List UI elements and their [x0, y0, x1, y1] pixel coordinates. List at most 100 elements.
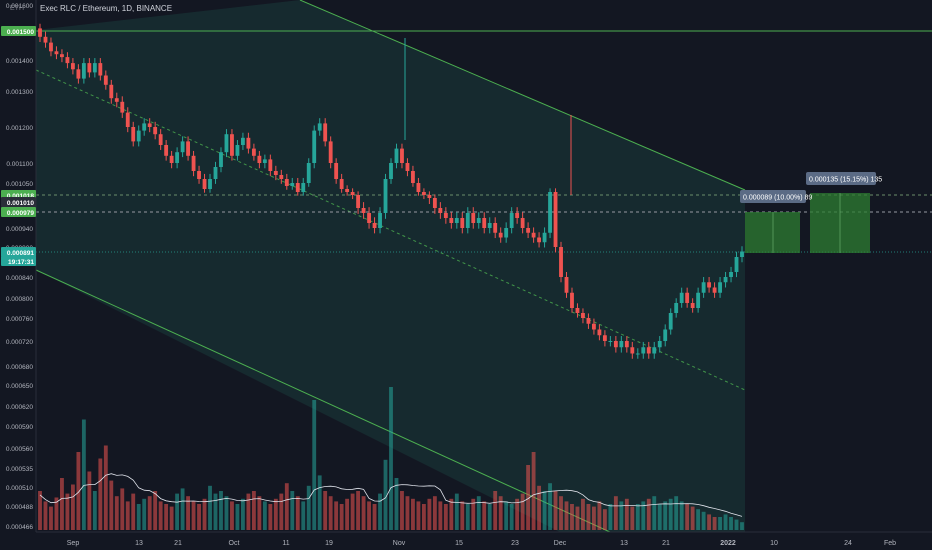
y-tick-label: 0.000488 [6, 504, 33, 511]
candle-11 [98, 63, 103, 76]
candle-74 [443, 213, 448, 218]
volume-bar-76 [454, 493, 459, 530]
volume-bar-62 [378, 493, 382, 530]
candle-127 [734, 257, 739, 272]
candle-115 [668, 313, 673, 330]
candle-116 [674, 303, 679, 313]
x-tick-label: 2022 [720, 540, 736, 547]
candle-13 [109, 84, 114, 99]
candle-109 [635, 353, 640, 355]
volume-bar-2 [49, 506, 53, 530]
volume-bar-58 [356, 491, 361, 530]
candle-34 [224, 134, 229, 153]
y-tick-label: 0.001100 [6, 161, 33, 168]
candle-22 [158, 134, 163, 145]
volume-bar-50 [312, 400, 317, 530]
volume-bar-96 [564, 501, 569, 530]
candle-65 [394, 148, 399, 163]
channel-upper-line [299, 0, 746, 191]
y-tick-label: 0.000560 [6, 446, 33, 453]
candle-33 [219, 152, 223, 167]
x-tick-label: Feb [884, 540, 896, 547]
candle-18 [136, 130, 141, 142]
candle-93 [548, 192, 552, 233]
volume-bar-123 [712, 517, 717, 530]
candle-123 [712, 287, 717, 293]
candle-88 [520, 218, 525, 228]
volume-bar-112 [652, 496, 657, 530]
volume-bar-54 [334, 501, 339, 530]
candle-55 [339, 179, 344, 189]
candle-73 [438, 208, 443, 213]
volume-bar-18 [136, 504, 141, 530]
candle-36 [235, 145, 240, 156]
candle-110 [641, 347, 646, 354]
y-tick-label: 0.000940 [6, 226, 33, 233]
volume-bar-44 [279, 493, 284, 530]
volume-bar-28 [191, 501, 196, 530]
volume-bar-98 [575, 506, 580, 530]
candle-54 [334, 163, 339, 179]
volume-bar-121 [701, 511, 706, 530]
volume-bar-15 [120, 488, 125, 530]
candle-98 [575, 308, 580, 313]
volume-bar-53 [328, 496, 333, 530]
y-tick-label: 0.000840 [6, 275, 33, 282]
candle-48 [301, 183, 306, 192]
candle-39 [251, 148, 256, 156]
x-tick-label: Oct [229, 540, 240, 547]
x-axis-bg [0, 532, 932, 550]
candle-91 [537, 237, 541, 243]
volume-bar-88 [520, 493, 525, 530]
target-label-bg-1 [740, 190, 806, 203]
candle-78 [465, 213, 470, 228]
volume-bar-127 [734, 519, 739, 530]
volume-bar-71 [427, 498, 432, 530]
candle-15 [120, 101, 125, 113]
candle-76 [454, 218, 459, 223]
candle-51 [317, 123, 322, 131]
candle-114 [663, 329, 668, 341]
candle-70 [421, 192, 426, 195]
volume-bar-29 [197, 504, 201, 530]
price-label-bg [1, 256, 36, 266]
y-tick-label: 0.001200 [6, 125, 33, 132]
volume-bar-30 [202, 498, 207, 530]
candle-32 [213, 167, 218, 179]
candle-71 [427, 195, 432, 198]
volume-bar-97 [570, 504, 574, 530]
candle-96 [564, 277, 569, 293]
candle-112 [652, 347, 657, 354]
volume-bar-52 [323, 491, 328, 530]
x-tick-label: 10 [770, 540, 778, 547]
candle-117 [679, 292, 684, 303]
volume-bar-128 [740, 522, 744, 530]
price-label-bg [1, 247, 36, 257]
candle-64 [389, 163, 393, 179]
volume-bar-27 [186, 496, 190, 530]
volume-bar-95 [559, 496, 563, 530]
y-tick-label: 0.000680 [6, 364, 33, 371]
y-tick-label: 0.001400 [6, 58, 33, 65]
volume-bar-10 [92, 491, 97, 530]
candle-59 [361, 208, 366, 213]
candle-2 [49, 42, 53, 52]
candle-126 [729, 272, 733, 277]
volume-bar-40 [257, 496, 262, 530]
volume-bar-41 [262, 501, 267, 530]
x-tick-label: 21 [174, 540, 182, 547]
candle-5 [65, 57, 70, 64]
candle-8 [81, 63, 86, 79]
price-label: 0.000979 [7, 210, 34, 217]
volume-bar-34 [224, 496, 229, 530]
candle-60 [367, 213, 371, 223]
candle-3 [54, 51, 59, 55]
y-tick-label: 0.000466 [6, 524, 33, 531]
volume-bar-31 [208, 485, 212, 530]
volume-bar-99 [581, 498, 585, 530]
price-label-bg [1, 26, 36, 36]
candle-86 [509, 213, 514, 228]
candle-83 [493, 223, 498, 233]
y-tick-label: 0.000720 [6, 339, 33, 346]
